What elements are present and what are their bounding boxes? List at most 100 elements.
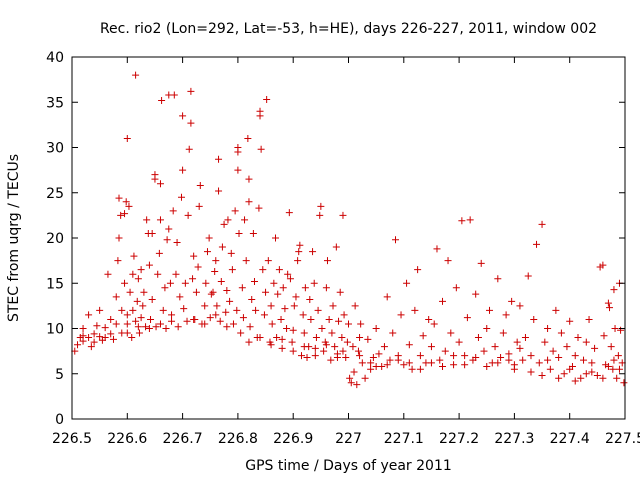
data-point — [560, 370, 568, 378]
data-point — [369, 353, 377, 361]
data-point — [439, 297, 447, 305]
data-point — [549, 347, 557, 355]
data-point — [593, 372, 601, 380]
data-point — [292, 293, 300, 301]
data-point — [112, 293, 120, 301]
data-point — [538, 220, 546, 228]
data-point — [472, 353, 480, 361]
data-point — [166, 279, 174, 287]
data-point — [234, 144, 242, 151]
y-tick-label: 40 — [46, 50, 64, 66]
data-point — [132, 317, 140, 325]
data-point — [195, 202, 203, 210]
data-point — [274, 290, 282, 298]
data-point — [491, 343, 499, 351]
data-point — [180, 305, 188, 313]
data-point — [184, 211, 192, 219]
data-point — [599, 261, 607, 269]
data-point — [152, 323, 160, 331]
data-point — [519, 356, 527, 364]
data-point — [242, 257, 250, 265]
y-tick-label: 5 — [55, 367, 64, 383]
data-point — [128, 334, 136, 342]
data-point — [364, 335, 372, 343]
data-point — [582, 338, 590, 346]
data-point — [339, 347, 347, 355]
data-point — [223, 286, 231, 294]
data-point — [172, 270, 180, 278]
data-point — [123, 134, 131, 142]
data-point — [123, 329, 131, 337]
data-point — [323, 257, 331, 265]
data-point — [212, 257, 220, 265]
data-point — [320, 347, 328, 355]
data-point — [502, 311, 510, 319]
data-point — [229, 320, 237, 328]
data-point — [154, 270, 162, 278]
y-tick-label: 30 — [46, 141, 64, 157]
data-point — [185, 145, 193, 153]
data-point — [350, 368, 358, 376]
data-point — [245, 175, 253, 183]
data-point — [142, 323, 150, 331]
data-point — [156, 320, 164, 328]
data-point — [380, 343, 388, 351]
data-point — [109, 335, 117, 343]
data-point — [349, 343, 357, 351]
data-point — [140, 288, 148, 296]
x-tick-label: 227.4 — [550, 431, 590, 447]
data-point — [259, 266, 267, 274]
data-point — [414, 266, 422, 274]
data-point — [224, 216, 232, 224]
data-point — [367, 365, 375, 373]
data-point — [284, 270, 292, 278]
data-point — [183, 317, 191, 325]
data-point — [427, 343, 435, 351]
data-point — [444, 257, 452, 265]
data-point — [130, 252, 138, 260]
data-point — [267, 302, 275, 310]
data-point — [279, 284, 287, 292]
data-point — [441, 347, 449, 355]
data-point — [121, 210, 129, 218]
data-point — [143, 216, 151, 224]
data-point — [510, 365, 518, 373]
data-point — [275, 266, 283, 274]
data-point — [267, 341, 275, 349]
data-point — [328, 329, 336, 337]
data-point — [600, 332, 608, 340]
data-point — [123, 320, 131, 328]
x-tick-label: 227.5 — [605, 431, 640, 447]
data-point — [450, 361, 458, 369]
data-point — [133, 297, 141, 305]
data-point — [521, 334, 529, 342]
data-point — [557, 329, 565, 337]
data-point — [301, 284, 309, 292]
data-point — [90, 338, 98, 346]
axis-ticks: 226.5 226.6 226.7 226.8 226.9 227 227.1 227.2 22… — [46, 50, 640, 447]
data-point — [447, 329, 455, 337]
data-point — [613, 374, 621, 382]
data-point — [189, 275, 197, 283]
data-point — [203, 248, 211, 256]
data-point — [527, 352, 535, 360]
data-point — [533, 240, 541, 248]
data-point — [227, 249, 235, 257]
data-point — [403, 279, 411, 287]
data-point — [96, 333, 104, 341]
data-point — [309, 248, 317, 256]
data-point — [610, 356, 618, 364]
data-point — [322, 284, 330, 292]
data-point — [148, 296, 156, 304]
chart-title: Rec. rio2 (Lon=292, Lat=-53, h=HE), days… — [100, 21, 597, 37]
data-point — [207, 290, 215, 298]
data-point — [372, 363, 380, 371]
data-point — [450, 352, 458, 360]
data-point — [107, 330, 115, 338]
data-point — [494, 275, 502, 283]
data-point — [101, 334, 109, 342]
data-point — [345, 320, 352, 328]
data-point — [310, 279, 318, 287]
data-point — [123, 311, 131, 319]
data-point — [472, 290, 480, 298]
